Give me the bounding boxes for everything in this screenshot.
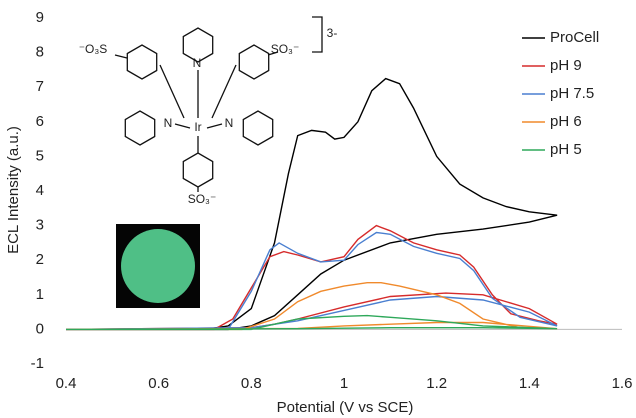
structure-label: SO₃⁻ <box>271 42 300 56</box>
ring <box>127 45 156 79</box>
legend-label: pH 7.5 <box>550 85 594 102</box>
bond <box>160 65 184 118</box>
structure-label: 3- <box>327 26 338 40</box>
bond <box>115 55 127 58</box>
x-axis-title: Potential (V vs SCE) <box>277 399 414 416</box>
page: {"chart_data": { "type": "line", "xlabel… <box>0 0 636 418</box>
y-tick-label: 6 <box>36 113 44 130</box>
legend-label: pH 6 <box>550 113 582 130</box>
structure-label: SO₃⁻ <box>188 192 217 206</box>
chart: ⁻O₃S SO₃⁻ N Ir N N SO₃⁻ 3- Potential (V … <box>0 0 636 418</box>
structure-label: N <box>225 116 234 130</box>
inset: ⁻O₃S SO₃⁻ N Ir N N SO₃⁻ 3- <box>79 17 338 308</box>
photo-disc <box>121 229 195 303</box>
y-tick-label: 7 <box>36 78 44 95</box>
bracket <box>312 17 322 52</box>
ring <box>243 111 272 145</box>
x-tick-label: 0.6 <box>148 375 169 392</box>
ring <box>183 153 212 187</box>
y-tick-label: -1 <box>31 355 44 372</box>
structure-label: N <box>164 116 173 130</box>
y-tick-label: 2 <box>36 251 44 268</box>
y-tick-label: 4 <box>36 182 44 199</box>
y-tick-label: 8 <box>36 44 44 61</box>
y-tick-label: 1 <box>36 286 44 303</box>
legend-label: pH 9 <box>550 57 582 74</box>
legend-label: ProCell <box>550 29 599 46</box>
ring <box>239 45 268 79</box>
x-tick-label: 0.4 <box>56 375 77 392</box>
structure-label: Ir <box>194 120 201 134</box>
legend-label: pH 5 <box>550 141 582 158</box>
x-tick-label: 1.2 <box>426 375 447 392</box>
bond <box>207 124 222 128</box>
x-tick-label: 0.8 <box>241 375 262 392</box>
bond <box>175 124 190 128</box>
x-tick-label: 1.4 <box>519 375 540 392</box>
bond <box>212 65 236 118</box>
y-tick-label: 9 <box>36 9 44 26</box>
ring <box>125 111 154 145</box>
y-tick-label: 0 <box>36 320 44 337</box>
y-tick-label: 5 <box>36 147 44 164</box>
x-tick-label: 1.6 <box>612 375 633 392</box>
y-tick-label: 3 <box>36 217 44 234</box>
structure-label: N <box>193 56 202 70</box>
y-axis-title: ECL Intensity (a.u.) <box>5 126 22 254</box>
structure-label: ⁻O₃S <box>79 42 108 56</box>
x-tick-label: 1 <box>340 375 348 392</box>
